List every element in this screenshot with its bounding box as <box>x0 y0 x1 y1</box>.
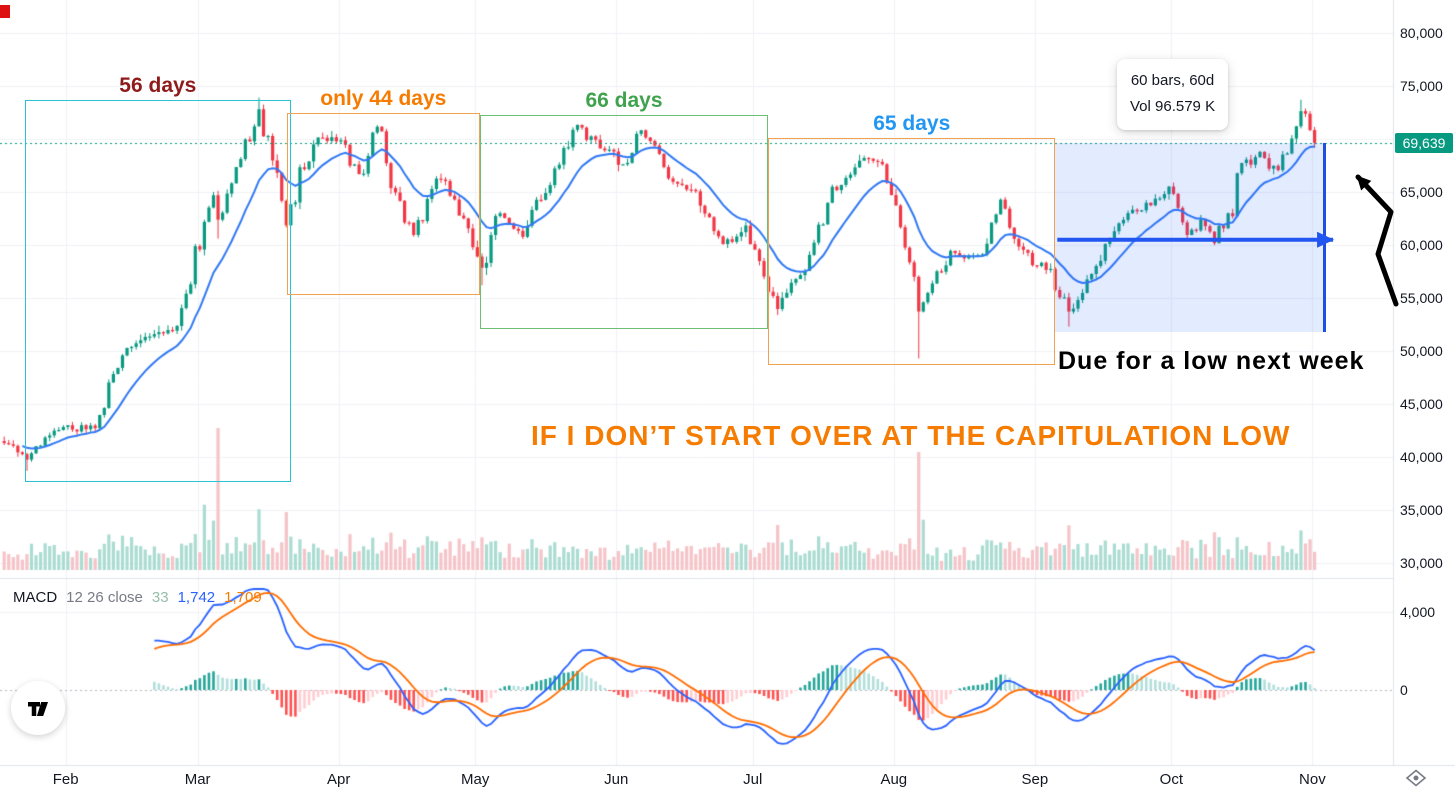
measure-tooltip-volume: Vol 96.579 K <box>1130 98 1216 116</box>
tradingview-logo-icon <box>28 702 48 716</box>
macd-signal-value: 1,709 <box>224 589 262 606</box>
macd-indicator-legend[interactable]: MACD 12 26 close 33 1,742 1,709 <box>13 589 262 606</box>
macd-histogram-value: 33 <box>151 589 169 606</box>
current-price-label: 69,639 <box>1395 132 1453 153</box>
measure-tooltip: 60 bars, 60d Vol 96.579 K <box>1117 59 1229 130</box>
macd-title: MACD <box>13 589 58 606</box>
macd-line-value: 1,742 <box>177 589 216 606</box>
tradingview-logo[interactable] <box>11 681 65 735</box>
axis-settings-icon[interactable] <box>1404 768 1428 788</box>
red-corner-marker <box>0 5 10 18</box>
macd-params: 12 26 close <box>66 589 143 606</box>
measure-tooltip-bars: 60 bars, 60d <box>1130 72 1215 89</box>
